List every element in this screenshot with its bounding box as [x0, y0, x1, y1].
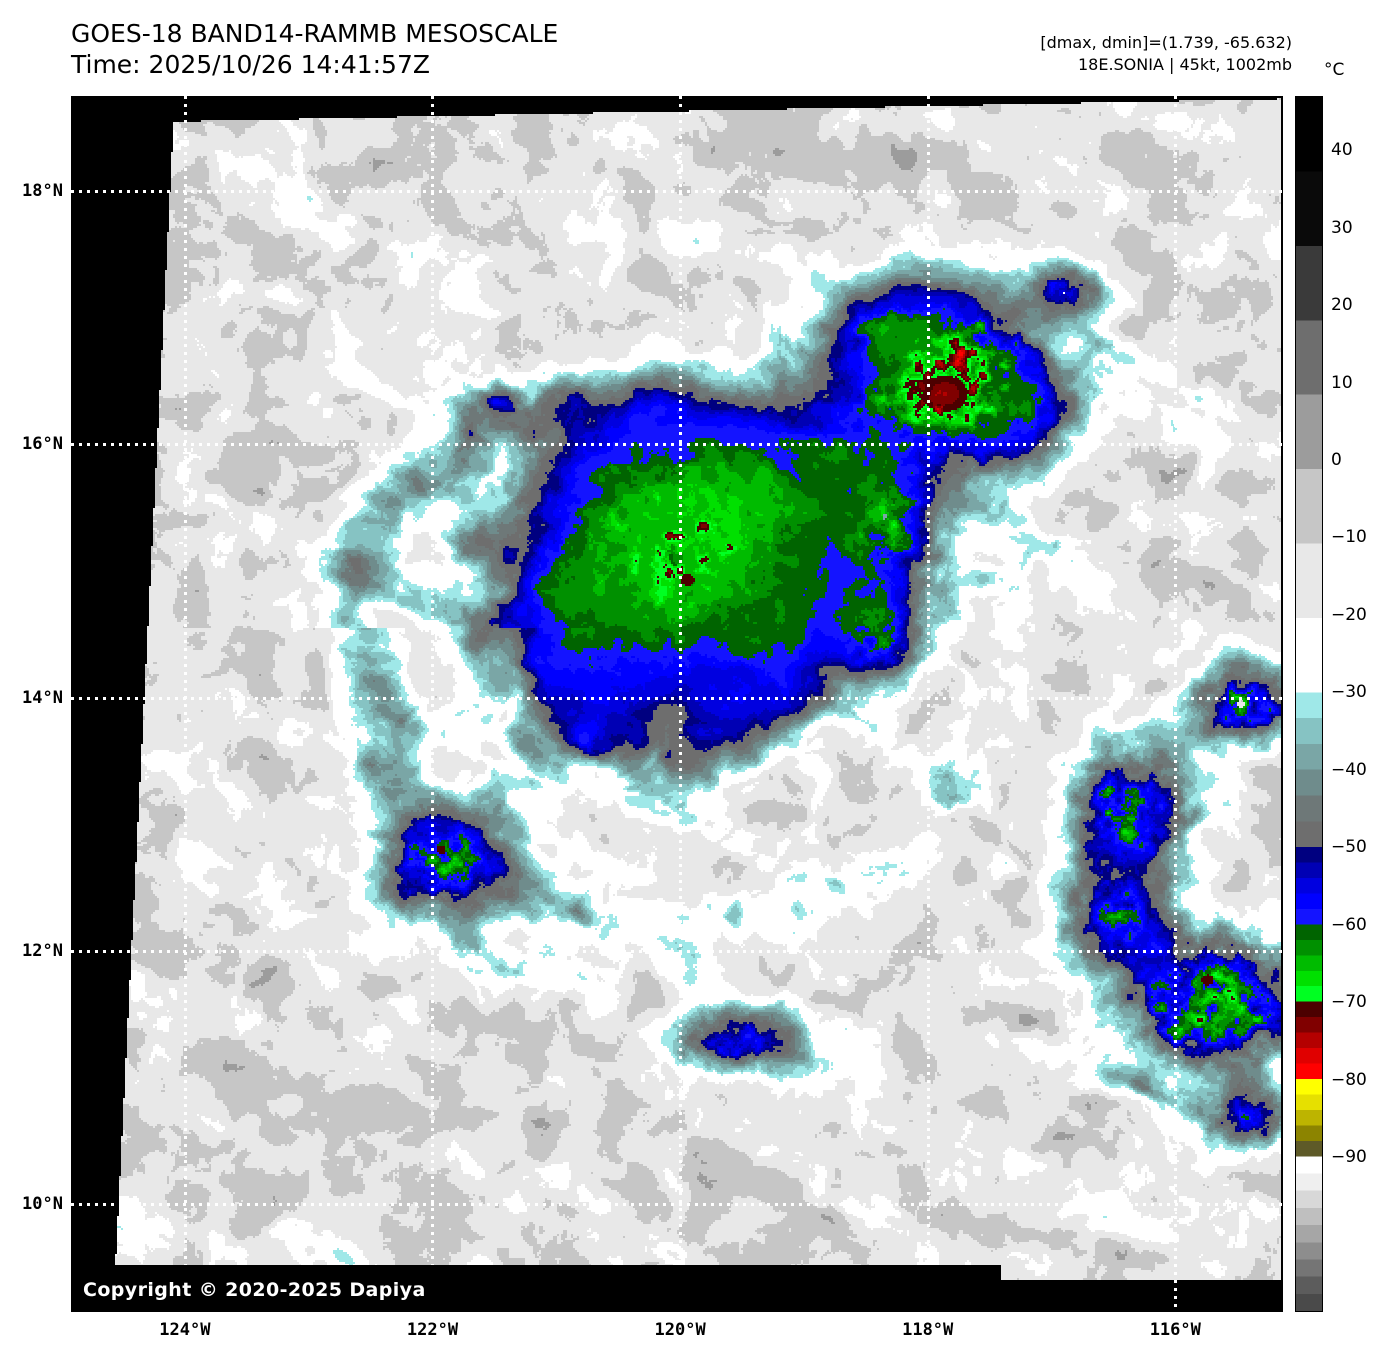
- colorbar-unit-label: °C: [1324, 60, 1345, 80]
- lon-tick-label-1: 122°W: [406, 1320, 459, 1340]
- lat-tick-label-0: 18°N: [22, 181, 63, 201]
- header-meta-block: [dmax, dmin]=(1.739, -65.632) 18E.SONIA …: [1040, 32, 1292, 76]
- lat-tick-label-4: 10°N: [22, 1194, 63, 1215]
- timestamp-label: Time: 2025/10/26 14:41:57Z: [71, 50, 430, 79]
- colorbar-tick-5: −10: [1331, 527, 1367, 548]
- lon-tick-label-3: 118°W: [902, 1320, 954, 1340]
- header-title-block: GOES-18 BAND14-RAMMB MESOSCALE Time: 202…: [71, 18, 558, 80]
- colorbar-tick-11: −70: [1331, 992, 1367, 1013]
- lat-tick-label-3: 12°N: [22, 941, 63, 961]
- satellite-image-plot[interactable]: Copyright © 2020-2025 Dapiya: [71, 96, 1283, 1312]
- colorbar-tick-13: −90: [1331, 1147, 1367, 1168]
- page-title: GOES-18 BAND14-RAMMB MESOSCALE: [71, 19, 559, 48]
- colorbar-tick-10: −60: [1331, 914, 1367, 935]
- lat-tick-label-2: 14°N: [22, 687, 63, 708]
- satellite-imagery-canvas: [71, 96, 1283, 1312]
- colorbar-tick-7: −30: [1331, 682, 1367, 703]
- colorbar-tick-8: −40: [1331, 759, 1367, 780]
- colorbar-tick-6: −20: [1331, 604, 1367, 625]
- lat-tick-label-1: 16°N: [22, 434, 63, 455]
- storm-info-label: 18E.SONIA | 45kt, 1002mb: [1077, 55, 1292, 74]
- lon-tick-label-2: 120°W: [654, 1320, 706, 1340]
- colorbar-tick-1: 30: [1331, 217, 1353, 238]
- lon-tick-label-4: 116°W: [1149, 1320, 1201, 1340]
- colorbar-gradient: [1296, 97, 1322, 1311]
- colorbar-tick-4: 0: [1331, 450, 1342, 471]
- copyright-banner: Copyright © 2020-2025 Dapiya: [71, 1265, 1001, 1312]
- copyright-label: Copyright © 2020-2025 Dapiya: [83, 1279, 426, 1301]
- colorbar-tick-2: 20: [1331, 295, 1353, 316]
- lon-tick-label-0: 124°W: [159, 1320, 211, 1340]
- temperature-colorbar[interactable]: [1295, 96, 1323, 1312]
- colorbar-tick-0: 40: [1331, 140, 1353, 161]
- colorbar-tick-9: −50: [1331, 837, 1367, 858]
- colorbar-tick-3: 10: [1331, 372, 1353, 393]
- dmax-dmin-label: [dmax, dmin]=(1.739, -65.632): [1040, 33, 1292, 52]
- colorbar-tick-12: −80: [1331, 1069, 1367, 1090]
